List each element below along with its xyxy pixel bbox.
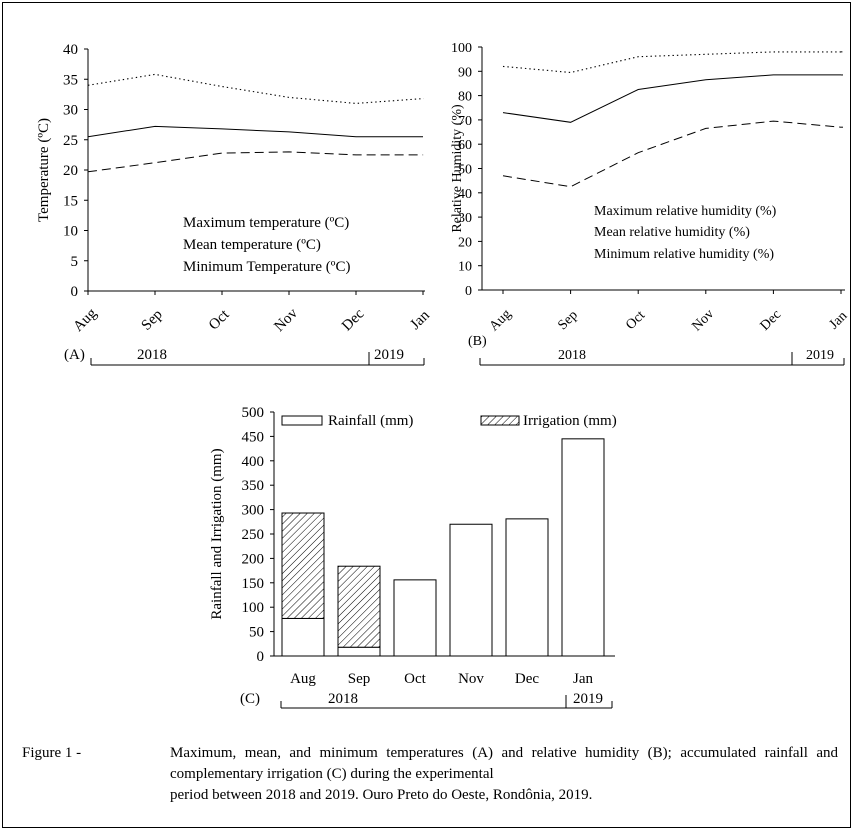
bar-rainfall [281,617,325,657]
legend-swatch-rainfall [281,415,323,426]
y-tick-label: 400 [242,454,265,470]
x-tick-label: Nov [689,307,717,335]
y-tick-label: 20 [458,235,472,250]
series-line-solid [502,74,841,123]
y-tick-label: 250 [242,527,265,543]
legend-entry: Maximum temperature (ºC) [183,215,349,231]
y-tick-label: 500 [242,405,265,421]
year-label: 2019 [806,348,834,363]
humidity-chart: 0 10 20 30 40 50 60 70 80 90 100 Relative Humidity … [450,41,851,366]
caption-line-3: period between 2018 and 2019. Ouro Preto… [170,787,593,803]
year-label: 2019 [374,347,404,363]
bar-irrigation [281,512,325,619]
y-tick-label: 60 [458,138,472,153]
year-label: 2019 [573,691,603,707]
x-tick-label: Dec [515,671,539,687]
x-tick-label: Aug [70,305,100,335]
caption-lead: Figure 1 - [22,745,82,761]
y-tick-label: 100 [242,600,265,616]
y-tick-label: 50 [249,625,264,641]
series-line-dashed [87,151,423,173]
legend-entry: Mean temperature (ºC) [183,237,321,253]
year-label: 2018 [558,348,586,363]
year-label: 2018 [137,347,167,363]
y-tick-label: 10 [63,224,78,240]
panel-label: (A) [64,347,85,363]
y-tick-label: 15 [63,193,78,209]
panel-label: (C) [240,691,260,707]
y-tick-label: 20 [63,163,78,179]
x-tick-label: Nov [458,671,484,687]
y-tick-label: 150 [242,576,265,592]
series-line-dotted [87,73,424,104]
y-tick-label: 40 [458,187,472,202]
bar-rainfall [393,579,437,657]
rainfall-irrigation-chart: 0 50 100 150 200 250 300 350 400 450 500 Rainfall a… [209,405,617,709]
x-tick-label: Oct [404,671,426,687]
y-tick-label: 70 [458,114,472,129]
caption-line-1: Maximum, mean, and minimum temperatures … [170,745,672,761]
figure-canvas: 0 5 10 15 20 25 30 35 40 Temperature (ºC) Aug Sep Oc… [36,41,851,709]
series-line-dotted [502,51,841,74]
x-tick-label: Aug [487,307,515,335]
x-tick-label: Jan [407,307,433,333]
y-tick-label: 5 [71,254,79,270]
legend-entry: Maximum relative humidity (%) [594,204,777,219]
series-line-dashed [502,120,842,188]
x-tick-label: Dec [758,307,785,334]
x-tick-label: Sep [348,671,371,687]
y-tick-label: 50 [458,163,472,178]
x-tick-label: Jan [827,309,851,333]
y-tick-label: 40 [63,42,78,58]
x-tick-label: Sep [139,307,166,334]
y-tick-label: 30 [458,211,472,226]
legend-entry: Mean relative humidity (%) [594,225,750,240]
legend-entry: Irrigation (mm) [523,413,617,429]
bar-rainfall [561,438,605,657]
legend-swatch-irrigation [480,415,520,426]
x-tick-label: Oct [623,308,648,333]
y-tick-label: 350 [242,478,265,494]
legend-entry: Rainfall (mm) [328,413,413,429]
x-tick-label: Sep [555,308,580,333]
y-tick-label: 30 [63,103,78,119]
y-tick-label: 0 [71,284,79,300]
series-line-solid [87,125,423,138]
y-tick-label: 0 [465,284,472,299]
year-label: 2018 [328,691,358,707]
y-axis-label: Relative Humidity (%) [450,104,465,233]
bar-rainfall [505,518,549,657]
y-tick-label: 100 [451,41,472,56]
caption-line-2: accumulated rainfall and complementary i… [170,745,839,782]
bar-rainfall [337,646,381,657]
legend-entry: Minimum relative humidity (%) [594,247,774,262]
y-tick-label: 200 [242,551,265,567]
y-tick-label: 300 [242,503,265,519]
y-axis-label: Temperature (ºC) [36,118,52,222]
y-axis-label: Rainfall and Irrigation (mm) [209,448,225,619]
y-tick-label: 25 [63,133,78,149]
x-tick-label: Aug [290,671,316,687]
y-tick-label: 10 [458,260,472,275]
temperature-chart: 0 5 10 15 20 25 30 35 40 Temperature (ºC) Aug Sep Oc… [36,42,433,366]
bar-irrigation [337,565,381,648]
x-tick-label: Jan [573,671,593,687]
x-tick-label: Oct [206,306,233,333]
panel-label: (B) [468,334,487,349]
y-tick-label: 80 [458,90,472,105]
y-tick-label: 35 [63,72,78,88]
x-tick-label: Nov [271,305,301,335]
y-tick-label: 450 [242,429,265,445]
y-tick-label: 90 [458,65,472,80]
y-tick-label: 0 [257,649,265,665]
bar-rainfall [449,523,493,657]
legend-entry: Minimum Temperature (ºC) [183,259,350,275]
x-tick-label: Dec [339,306,368,335]
